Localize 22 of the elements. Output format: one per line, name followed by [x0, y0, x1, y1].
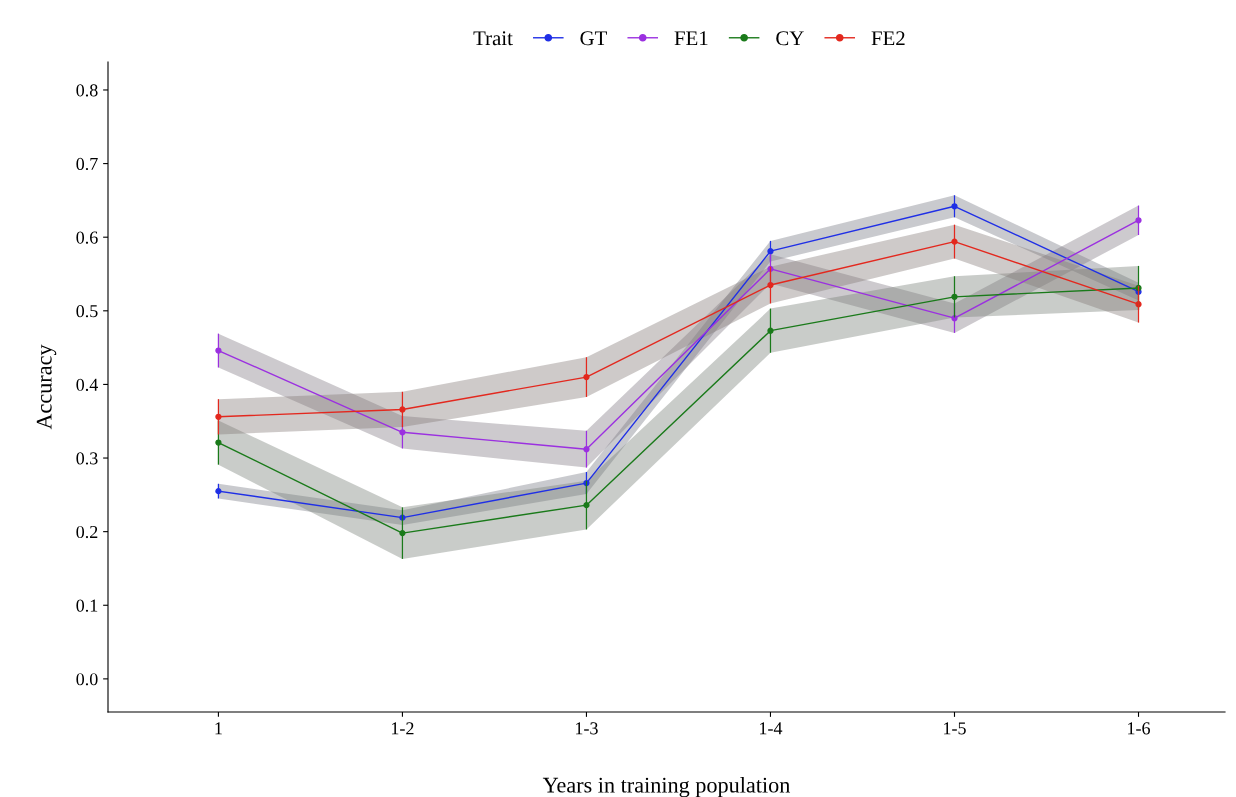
legend-title: Trait	[473, 31, 513, 46]
legend-label: GT	[580, 31, 607, 46]
y-tick-label: 0.2	[76, 525, 98, 539]
y-tick-label: 0.4	[76, 378, 98, 391]
y-tick-label: 0.3	[76, 452, 98, 465]
y-tick-label: 0.1	[76, 599, 98, 612]
y-axis-title: Accuracy	[36, 344, 57, 430]
x-tick-label: 1-5	[944, 722, 966, 735]
legend-label: FE1	[674, 31, 708, 46]
x-tick-label: 1-3	[576, 722, 598, 735]
y-tick-label: 0.8	[76, 84, 98, 97]
y-tick-label: 0.5	[76, 305, 98, 318]
y-tick-label: 0.0	[76, 673, 98, 686]
y-tick-label: 0.6	[76, 231, 98, 244]
x-axis-title: Years in training population	[542, 776, 791, 797]
x-tick-label: 1-2	[391, 722, 414, 735]
x-tick-label: 1-6	[1128, 722, 1151, 735]
legend-label: CY	[776, 31, 804, 46]
x-tick-label: 1-4	[760, 722, 783, 735]
x-tick-label: 1	[215, 722, 222, 735]
legend-label: FE2	[871, 31, 905, 46]
y-tick-label: 0.7	[76, 157, 98, 171]
